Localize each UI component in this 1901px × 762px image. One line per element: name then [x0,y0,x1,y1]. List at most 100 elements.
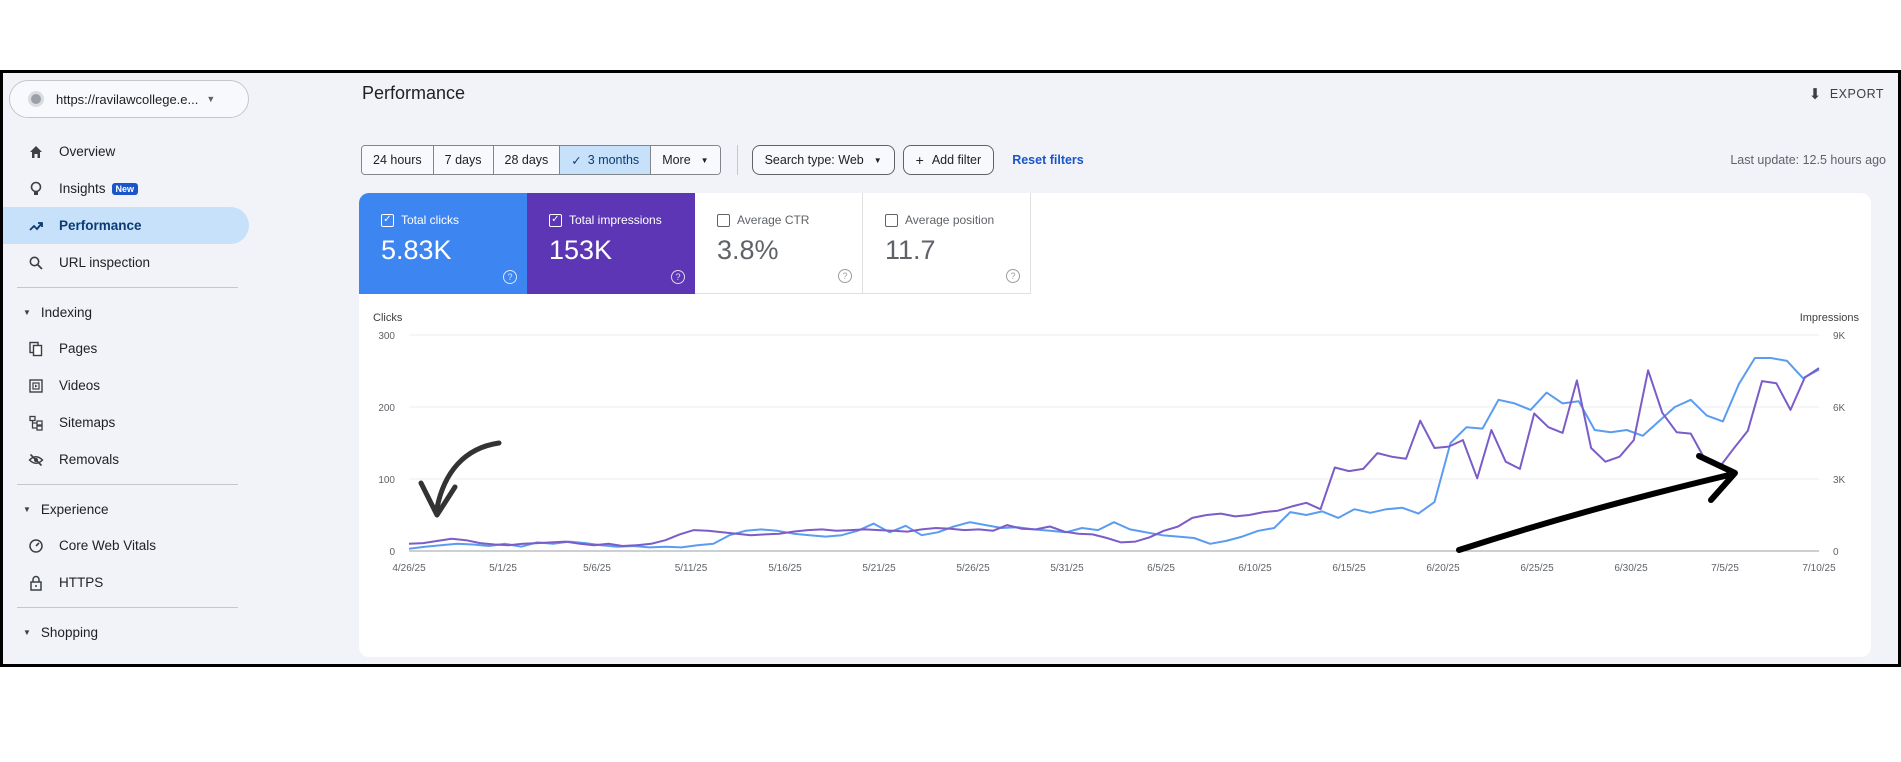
range-7-days[interactable]: 7 days [433,146,494,174]
section-label: Indexing [40,304,92,320]
checkmark-icon: ✓ [571,153,582,168]
property-selector[interactable]: https://ravilawcollege.e... ▼ [9,80,249,118]
sidebar-item-https[interactable]: HTTPS [3,564,249,601]
section-shopping[interactable]: ▼ Shopping [3,614,258,650]
sidebar-item-label: Sitemaps [59,415,116,430]
range-label: More [662,153,691,167]
search-icon [27,254,45,272]
filter-bar: 24 hours 7 days 28 days ✓ 3 months More … [361,145,1084,175]
caret-down-icon: ▼ [206,94,216,104]
collapse-triangle-icon: ▼ [23,627,31,637]
metric-average-ctr[interactable]: Average CTR 3.8% ? [695,193,863,294]
performance-chart[interactable]: Clicks Impressions 300 9K 200 6K 100 3K 0 0 4/2… [359,303,1871,653]
sidebar-item-label: HTTPS [59,575,104,590]
sidebar-item-url-inspection[interactable]: URL inspection [3,244,249,281]
page-title: Performance [362,83,466,103]
download-icon: ⬇ [1808,86,1822,103]
metric-label: Average position [905,213,995,227]
right-tick-label: 9K [1833,331,1846,342]
add-filter-button[interactable]: + Add filter [902,145,995,175]
sidebar-item-performance[interactable]: Performance [3,207,249,244]
range-3-months[interactable]: ✓ 3 months [560,146,652,174]
checkbox-checked-icon: ✓ [549,213,562,227]
checkbox-unchecked-icon [717,213,730,227]
app-frame: https://ravilawcollege.e... ▼ Overview I… [0,70,1901,667]
metric-average-position[interactable]: Average position 11.7 ? [863,193,1031,294]
sidebar-item-sitemaps[interactable]: Sitemaps [3,404,249,441]
sidebar-nav: Overview Insights New Performance URL i [3,133,258,650]
x-tick-label: 7/10/25 [1802,563,1836,574]
metric-label: Total impressions [569,213,662,227]
help-icon[interactable]: ? [838,269,852,283]
caret-down-icon: ▼ [700,155,709,165]
x-tick-label: 6/10/25 [1238,563,1272,574]
x-tick-label: 5/11/25 [675,563,708,574]
metric-label-row: ✓ Total clicks [381,213,527,227]
metric-value: 11.7 [885,235,936,265]
section-label: Experience [40,501,109,517]
divider [17,484,238,485]
lightbulb-icon [27,180,45,198]
section-label: Shopping [40,624,98,640]
sidebar-item-label: Core Web Vitals [59,538,157,553]
x-tick-label: 5/16/25 [768,563,802,574]
new-badge: New [111,182,139,195]
filter-label: Search type: Web [764,153,864,167]
sidebar-item-label: URL inspection [59,255,151,270]
help-icon[interactable]: ? [503,270,517,284]
x-tick-label: 5/1/25 [489,563,517,574]
plus-icon: + [915,152,924,168]
sidebar-item-label: Removals [59,452,120,467]
range-28-days[interactable]: 28 days [493,146,561,174]
sitemap-icon [27,414,45,432]
divider [17,287,238,288]
divider [736,145,738,175]
right-axis-label: Impressions [1800,312,1860,324]
sidebar-item-pages[interactable]: Pages [3,330,249,367]
metric-total-clicks[interactable]: ✓ Total clicks 5.83K ? [359,193,527,294]
metric-label-row: ✓ Total impressions [549,213,695,227]
sidebar-item-overview[interactable]: Overview [3,133,249,170]
sidebar: https://ravilawcollege.e... ▼ Overview I… [3,73,258,664]
section-experience[interactable]: ▼ Experience [3,491,258,527]
search-type-filter[interactable]: Search type: Web ▼ [751,145,895,175]
range-more[interactable]: More ▼ [651,146,720,174]
left-axis-label: Clicks [373,312,403,324]
left-tick-label: 300 [378,331,395,342]
x-tick-label: 6/30/25 [1614,563,1648,574]
x-tick-label: 4/26/25 [392,563,426,574]
sidebar-item-core-web-vitals[interactable]: Core Web Vitals [3,527,249,564]
series-line-clicks [408,357,1820,550]
lock-icon [27,574,45,592]
divider [17,607,238,608]
home-icon [27,143,45,161]
metric-total-impressions[interactable]: ✓ Total impressions 153K ? [527,193,695,294]
add-filter-label: Add filter [931,153,982,167]
last-update-text: Last update: 12.5 hours ago [1730,153,1886,167]
sidebar-item-label: Pages [59,341,98,356]
range-label: 3 months [587,153,640,167]
x-tick-label: 5/21/25 [862,563,896,574]
reset-filters-link[interactable]: Reset filters [1012,153,1084,167]
help-icon[interactable]: ? [671,270,685,284]
metric-label-row: Average CTR [717,213,862,227]
sidebar-item-label: Overview [59,144,116,159]
right-tick-label: 0 [1833,547,1839,558]
right-tick-label: 6K [1833,403,1846,414]
range-24-hours[interactable]: 24 hours [362,146,434,174]
annotation-arrow-left [418,440,502,518]
section-indexing[interactable]: ▼ Indexing [3,294,258,330]
trending-up-icon [27,217,45,235]
sidebar-item-videos[interactable]: Videos [3,367,249,404]
collapse-triangle-icon: ▼ [23,307,31,317]
x-tick-label: 6/20/25 [1426,563,1460,574]
sidebar-item-label: Videos [59,378,101,393]
sidebar-item-insights[interactable]: Insights New [3,170,249,207]
x-tick-label: 5/6/25 [583,563,611,574]
property-url: https://ravilawcollege.e... [56,91,199,107]
metric-tiles: ✓ Total clicks 5.83K ? ✓ Total impressio… [359,193,1031,294]
export-button[interactable]: ⬇ EXPORT [1809,85,1884,103]
help-icon[interactable]: ? [1006,269,1020,283]
export-label: EXPORT [1829,87,1884,101]
sidebar-item-removals[interactable]: Removals [3,441,249,478]
